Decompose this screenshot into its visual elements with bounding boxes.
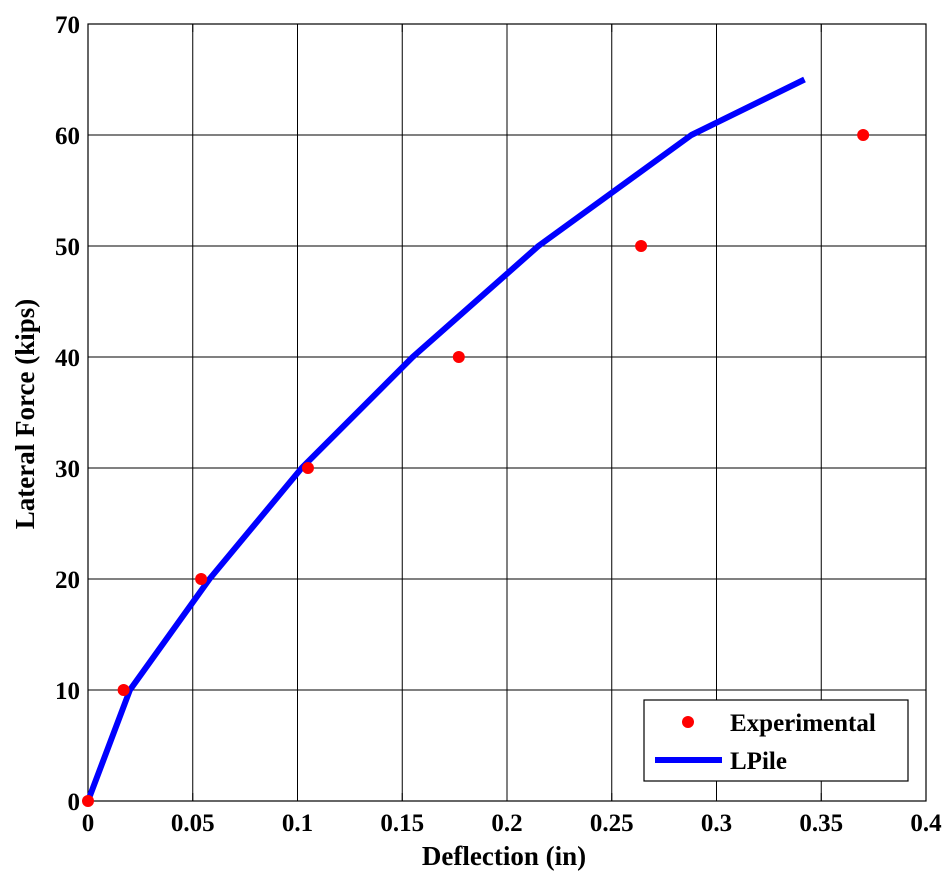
y-tick-label: 0: [68, 789, 81, 816]
x-tick-labels: 0 0.05 0.1 0.15 0.2 0.25 0.3 0.35 0.4: [82, 810, 942, 837]
experimental-point: [452, 351, 465, 363]
x-tick-label: 0.4: [910, 810, 942, 837]
experimental-point: [117, 684, 130, 696]
legend-marker-experimental: [682, 716, 694, 728]
x-tick-label: 0.35: [799, 810, 843, 837]
x-tick-label: 0.1: [282, 810, 313, 837]
experimental-point: [301, 462, 314, 474]
x-tick-label: 0: [82, 810, 95, 837]
lpile-line: [85, 76, 806, 803]
experimental-point: [635, 240, 648, 252]
x-axis-label: Deflection (in): [422, 841, 586, 871]
y-tick-label: 70: [55, 12, 80, 39]
y-tick-label: 60: [55, 123, 80, 150]
x-tick-label: 0.2: [491, 810, 522, 837]
experimental-point: [857, 129, 870, 141]
x-tick-label: 0.15: [380, 810, 424, 837]
y-axis-label: Lateral Force (kips): [10, 299, 40, 529]
y-tick-label: 50: [55, 234, 80, 261]
experimental-point: [82, 795, 94, 807]
x-tick-label: 0.3: [701, 810, 732, 837]
legend: Experimental LPile: [643, 699, 909, 782]
x-tick-label: 0.05: [171, 810, 215, 837]
experimental-point: [195, 573, 208, 585]
legend-label-lpile: LPile: [730, 748, 787, 775]
series-lpile: [85, 76, 806, 803]
y-tick-label: 10: [55, 678, 80, 705]
x-tick-label: 0.25: [590, 810, 634, 837]
y-tick-labels: 0 10 20 30 40 50 60 70: [55, 12, 80, 816]
y-tick-label: 40: [55, 345, 80, 372]
series-experimental: [82, 129, 870, 807]
y-tick-label: 30: [55, 456, 80, 483]
y-tick-label: 20: [55, 567, 80, 594]
legend-label-experimental: Experimental: [730, 710, 876, 737]
legend-box: [643, 699, 909, 782]
grid: [88, 24, 926, 801]
